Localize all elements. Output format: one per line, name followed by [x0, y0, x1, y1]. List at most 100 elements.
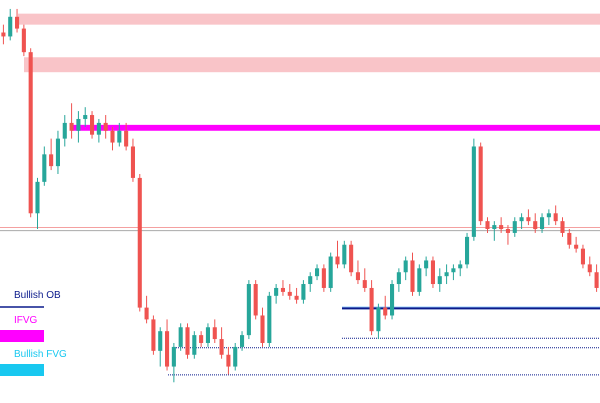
- candle: [55, 130, 60, 174]
- candle: [574, 236, 579, 253]
- candle-body: [546, 213, 551, 218]
- candle: [69, 103, 74, 139]
- candle: [444, 264, 449, 285]
- candle-body: [492, 225, 497, 230]
- candles-layer: [1, 8, 599, 383]
- candle-body: [499, 225, 504, 230]
- candle: [96, 118, 101, 143]
- levels-layer: [0, 226, 600, 376]
- candle: [103, 115, 108, 139]
- candle-body: [219, 339, 224, 355]
- candle: [308, 272, 313, 292]
- candle-body: [444, 272, 449, 277]
- candle-body: [430, 260, 435, 285]
- candle-body: [580, 248, 585, 265]
- candle: [369, 280, 374, 336]
- candle: [42, 146, 47, 186]
- candle: [246, 280, 251, 340]
- candle: [417, 264, 422, 296]
- candle: [342, 240, 347, 269]
- candle-body: [226, 354, 231, 367]
- candle: [546, 209, 551, 226]
- supply-zone-2: [24, 57, 600, 73]
- candle: [21, 24, 26, 57]
- candle-body: [55, 138, 60, 167]
- candle-body: [376, 307, 381, 332]
- candle-body: [124, 130, 129, 147]
- candle: [430, 256, 435, 288]
- candle: [76, 111, 81, 143]
- candle-body: [49, 154, 54, 167]
- legend-swatch: [0, 364, 44, 376]
- candle-body: [478, 146, 483, 222]
- candle-body: [328, 256, 333, 288]
- candle-body: [349, 244, 354, 273]
- candle: [137, 173, 142, 312]
- candle: [328, 252, 333, 292]
- candle-body: [437, 276, 442, 285]
- candle-body: [301, 284, 306, 300]
- candle-body: [185, 327, 190, 355]
- candle: [383, 295, 388, 320]
- candle: [390, 280, 395, 320]
- candle: [321, 264, 326, 292]
- candle-body: [144, 307, 149, 320]
- candle-body: [165, 331, 170, 367]
- candle: [205, 323, 210, 347]
- candle-body: [451, 268, 456, 273]
- ifvg-zone: [72, 124, 600, 131]
- candle-body: [28, 52, 33, 214]
- legend-label: IFVG: [14, 315, 38, 326]
- candle-body: [321, 268, 326, 288]
- candle: [567, 229, 572, 249]
- candle: [62, 115, 67, 147]
- candle: [362, 268, 367, 292]
- candle: [499, 217, 504, 233]
- candle-body: [587, 264, 592, 273]
- candle: [294, 287, 299, 304]
- candle: [512, 217, 517, 237]
- candle: [471, 138, 476, 241]
- candle: [219, 327, 224, 359]
- candle-body: [410, 260, 415, 292]
- candle-body: [35, 181, 40, 214]
- candle: [15, 8, 20, 33]
- candle: [151, 315, 156, 355]
- candle-body: [240, 335, 245, 347]
- candle: [49, 138, 54, 171]
- candle-body: [8, 16, 13, 37]
- candle-body: [117, 130, 122, 143]
- candle: [199, 331, 204, 347]
- candle-body: [110, 130, 115, 143]
- candle-body: [171, 346, 176, 367]
- candle-body: [260, 315, 265, 343]
- candle-body: [253, 284, 258, 316]
- candle: [424, 256, 429, 277]
- candle: [526, 209, 531, 226]
- candle: [349, 240, 354, 277]
- candle-body: [533, 221, 538, 230]
- candle-body: [137, 177, 142, 308]
- candle-body: [103, 122, 108, 131]
- candle: [274, 284, 279, 304]
- candle: [185, 323, 190, 359]
- candle: [144, 295, 149, 324]
- candle: [594, 264, 599, 292]
- candle-body: [417, 268, 422, 292]
- candle: [376, 303, 381, 340]
- candle-body: [15, 16, 20, 29]
- candle: [1, 24, 6, 45]
- candle-body: [308, 276, 313, 285]
- candle: [90, 111, 95, 139]
- candle: [287, 284, 292, 300]
- candle-body: [315, 268, 320, 277]
- candle-body: [471, 146, 476, 237]
- candle-body: [267, 295, 272, 343]
- candle-body: [130, 146, 135, 178]
- candle-body: [158, 331, 163, 351]
- candle-body: [69, 122, 74, 131]
- candle: [192, 331, 197, 359]
- candle: [540, 213, 545, 233]
